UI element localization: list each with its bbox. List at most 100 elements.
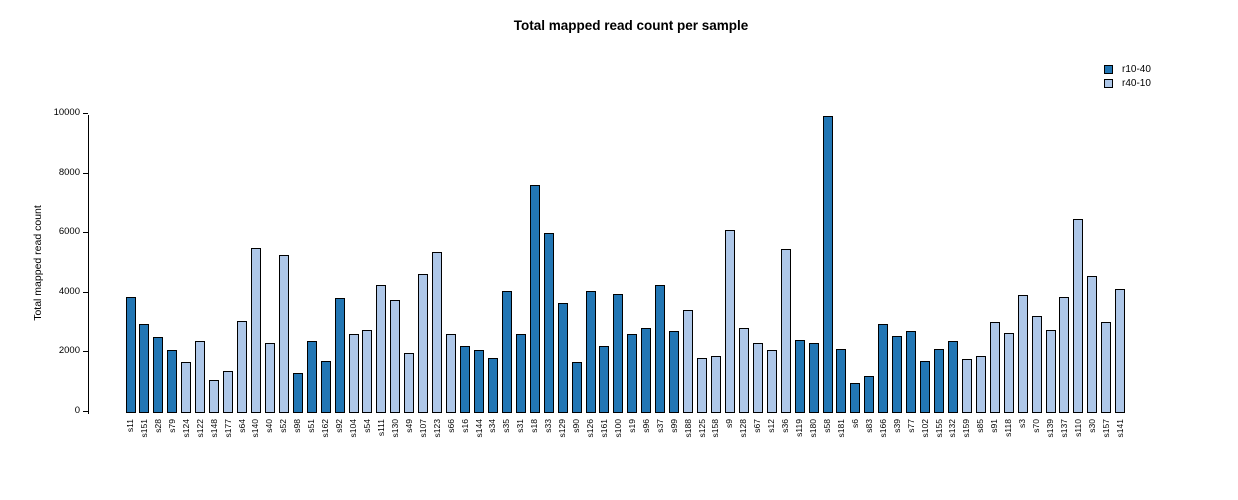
bar-s123 [432, 252, 443, 413]
bar-s128 [738, 328, 749, 413]
bar-s129 [557, 302, 568, 413]
y-tick-label: 10000 [53, 107, 80, 118]
y-tick-label: 2000 [58, 345, 80, 357]
bar-s34 [487, 357, 498, 413]
x-tick-label-s177: s177 [222, 419, 233, 438]
x-tick-label-s91: s91 [989, 419, 1000, 433]
bar-s51 [306, 341, 317, 413]
x-tick-label-s31: s31 [515, 419, 526, 433]
bar-s130 [390, 299, 401, 413]
bar-s91 [989, 322, 1000, 413]
bar-s39 [892, 335, 903, 413]
bar-s144 [474, 350, 484, 413]
bar-s110 [1073, 219, 1084, 413]
bar-s124 [181, 362, 192, 413]
bar-s155 [934, 348, 945, 413]
x-tick-label-s159: s159 [961, 419, 972, 438]
bar-s70 [1031, 316, 1042, 413]
bar-s96 [641, 328, 652, 413]
y-tick-label: 0 [74, 405, 80, 416]
x-tick-label-s141: s141 [1114, 419, 1125, 438]
x-tick-label-s36: s36 [780, 419, 791, 433]
x-tick-label-s18: s18 [529, 419, 540, 433]
x-tick-label-s90: s90 [571, 419, 582, 433]
x-tick-label-s140: s140 [250, 419, 261, 438]
x-tick-label-s122: s122 [194, 419, 205, 438]
x-tick-label-s3: s3 [1017, 419, 1028, 428]
x-tick-label-s162: s162 [320, 419, 331, 438]
x-tick-label-s58: s58 [822, 419, 832, 433]
x-tick-label-s110: s110 [1072, 419, 1083, 437]
y-tick-mark [83, 411, 88, 412]
x-tick-label-s158: s158 [710, 419, 721, 438]
x-tick-label-s28: s28 [152, 419, 163, 433]
x-tick-label-s151: s151 [138, 419, 149, 438]
y-tick-mark [83, 172, 88, 174]
bar-s36 [780, 249, 791, 413]
x-tick-label-s9: s9 [724, 419, 735, 428]
bar-s35 [501, 290, 512, 413]
x-tick-label-s6: s6 [849, 419, 860, 428]
bar-s137 [1059, 296, 1070, 413]
bar-s148 [209, 380, 220, 413]
bar-s132 [947, 341, 958, 413]
x-tick-label-s85: s85 [975, 419, 986, 433]
bar-s166 [878, 323, 889, 413]
x-tick-label-s139: s139 [1045, 419, 1056, 438]
bar-s188 [683, 310, 694, 413]
bar-s100 [613, 293, 624, 413]
x-tick-label-s129: s129 [557, 419, 568, 438]
x-tick-label-s30: s30 [1086, 419, 1097, 433]
y-tick-label: 8000 [58, 166, 80, 178]
x-tick-label-s125: s125 [696, 419, 707, 438]
x-tick-label-s16: s16 [459, 419, 470, 433]
bar-s162 [320, 360, 331, 413]
bar-s139 [1045, 329, 1056, 413]
legend: r10-40 r40-10 [1104, 64, 1151, 92]
chart-title: Total mapped read count per sample [513, 18, 749, 33]
x-tick-label-s119: s119 [794, 419, 805, 437]
bar-s177 [223, 371, 234, 413]
x-tick-label-s39: s39 [891, 419, 902, 433]
x-tick-label-s126: s126 [585, 419, 596, 438]
bar-s180 [808, 342, 819, 413]
x-tick-label-s155: s155 [933, 419, 944, 438]
x-tick-label-s66: s66 [445, 419, 456, 433]
x-tick-label-s70: s70 [1031, 419, 1042, 433]
bar-s77 [906, 331, 917, 413]
bar-s102 [920, 360, 931, 413]
x-tick-label-s83: s83 [863, 419, 874, 433]
bar-s19 [627, 334, 638, 413]
y-tick-mark [83, 113, 88, 114]
x-tick-label-s104: s104 [348, 419, 359, 438]
bar-s181 [836, 348, 847, 413]
x-tick-label-s124: s124 [180, 419, 191, 438]
x-tick-label-s180: s180 [808, 419, 819, 438]
y-tick-mark [83, 351, 88, 353]
x-tick-label-s99: s99 [668, 419, 679, 433]
bar-s6 [850, 383, 861, 413]
x-tick-label-s35: s35 [501, 419, 512, 433]
bar-s141 [1115, 289, 1126, 413]
bar-s104 [348, 334, 359, 413]
bar-s158 [710, 356, 721, 413]
bar-s122 [195, 341, 206, 413]
bar-s98 [292, 372, 303, 413]
bar-s52 [278, 255, 289, 413]
x-tick-label-s130: s130 [389, 419, 400, 438]
x-tick-label-s166: s166 [877, 419, 888, 438]
x-tick-label-s144: s144 [473, 419, 484, 438]
x-tick-label-s137: s137 [1058, 419, 1069, 438]
bar-s64 [237, 320, 248, 413]
bar-s119 [794, 339, 805, 413]
x-tick-label-s100: s100 [612, 419, 623, 438]
bar-s37 [655, 284, 666, 413]
bar-s49 [404, 353, 415, 413]
x-tick-label-s157: s157 [1100, 419, 1111, 438]
x-tick-label-s161: s161 [598, 419, 609, 438]
bar-s9 [724, 229, 735, 413]
bar-s107 [418, 274, 429, 413]
bar-s83 [864, 375, 875, 413]
bar-s125 [697, 357, 708, 413]
bar-s157 [1101, 322, 1112, 413]
